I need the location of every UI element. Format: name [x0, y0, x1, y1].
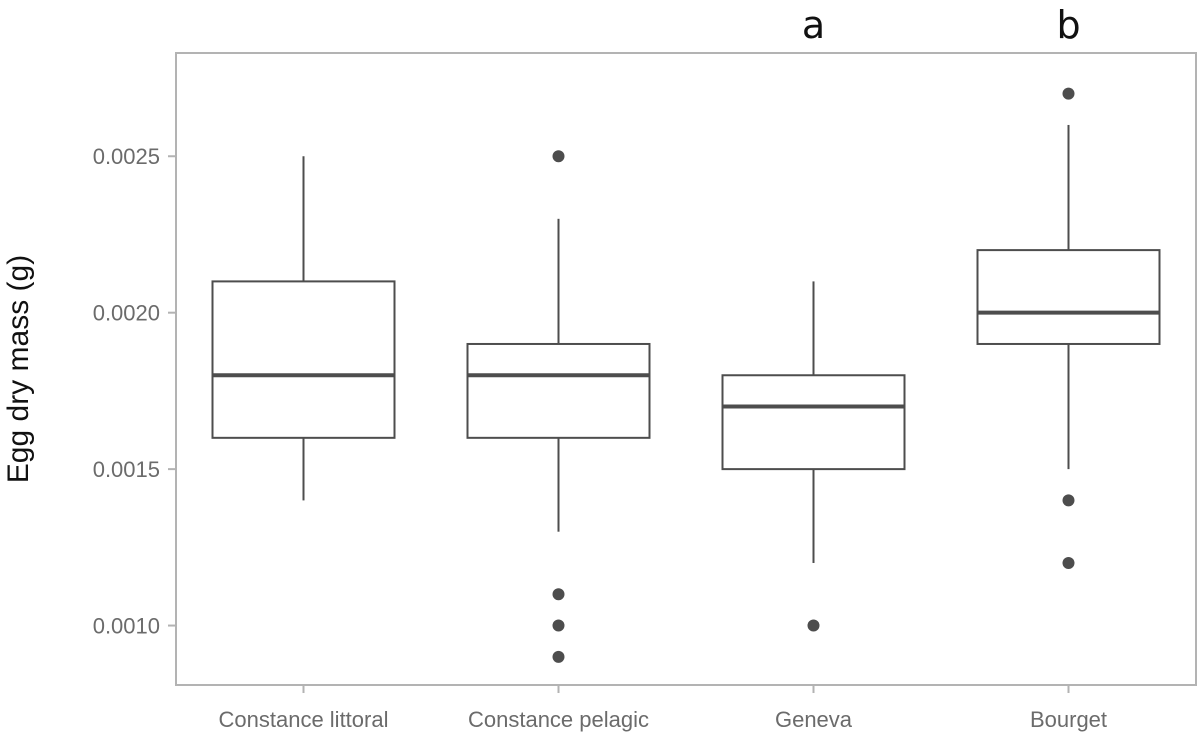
- outlier-point: [552, 150, 565, 163]
- outlier-point: [552, 650, 565, 663]
- y-tick-label: 0.0015: [93, 457, 160, 482]
- annotation-label: b: [1056, 3, 1080, 47]
- box-series: [211, 87, 1161, 663]
- box: [721, 374, 906, 471]
- x-tick-label: Constance littoral: [219, 707, 389, 732]
- y-tick-label: 0.0020: [93, 301, 160, 326]
- box: [211, 280, 396, 439]
- boxplot: [466, 150, 651, 663]
- box: [466, 342, 651, 439]
- boxplot: [976, 87, 1161, 569]
- y-axis: 0.0010 0.0015 0.0020 0.0025: [93, 144, 176, 639]
- outlier-point: [807, 619, 820, 632]
- x-tick-label: Bourget: [1030, 707, 1107, 732]
- y-axis-title: Egg dry mass (g): [2, 255, 35, 483]
- plot-frame: [175, 52, 1197, 686]
- boxplot: [211, 156, 396, 501]
- outlier-point: [1062, 556, 1075, 569]
- outlier-point: [552, 588, 565, 601]
- boxplot: [721, 281, 906, 632]
- x-axis: Constance littoral Constance pelagic Genev…: [219, 685, 1107, 732]
- annotation-label: a: [802, 3, 825, 47]
- y-tick-label: 0.0010: [93, 614, 160, 639]
- box: [976, 249, 1161, 345]
- x-tick-label: Geneva: [775, 707, 853, 732]
- outlier-point: [1062, 87, 1075, 100]
- outlier-point: [552, 619, 565, 632]
- x-tick-label: Constance pelagic: [468, 707, 649, 732]
- y-tick-label: 0.0025: [93, 144, 160, 169]
- outlier-point: [1062, 494, 1075, 507]
